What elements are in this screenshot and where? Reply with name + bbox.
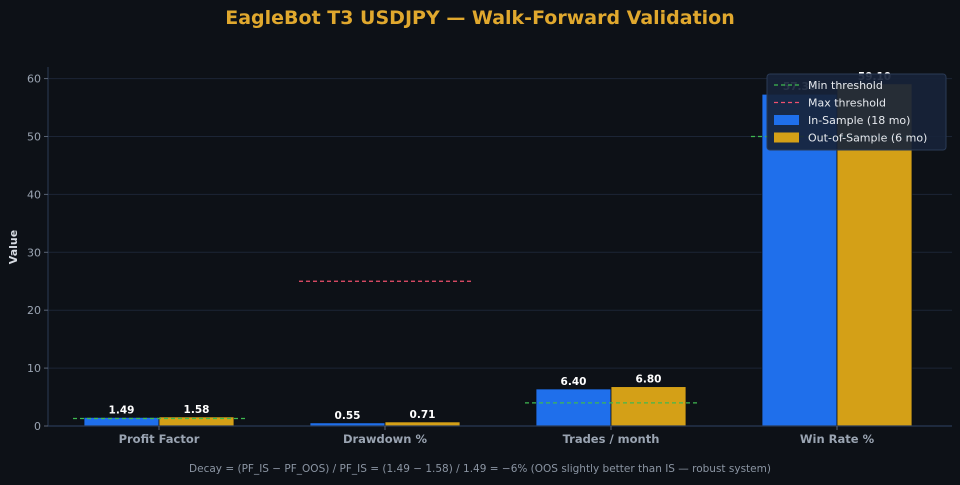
x-tick-label: Drawdown %: [343, 432, 428, 446]
y-tick-label: 0: [34, 420, 41, 433]
legend-in-sample-label: In-Sample (18 mo): [808, 114, 910, 127]
x-tick-label: Profit Factor: [119, 432, 200, 446]
y-tick-label: 30: [27, 246, 41, 259]
data-label: 6.40: [561, 376, 587, 388]
bar-out-of-sample: [384, 421, 461, 427]
y-tick-label: 10: [27, 362, 41, 375]
chart-title: EagleBot T3 USDJPY — Walk-Forward Valida…: [225, 7, 735, 29]
data-label: 6.80: [636, 374, 662, 386]
legend-max-threshold-label: Max threshold: [808, 97, 886, 110]
data-label: 1.58: [184, 404, 210, 416]
y-tick-label: 40: [27, 188, 41, 201]
x-axis: Profit Factor Drawdown % Trades / month Win…: [48, 425, 952, 446]
data-label: 0.55: [335, 410, 361, 422]
bar-in-sample: [535, 388, 612, 427]
data-label: 0.71: [410, 409, 436, 421]
decay-note: Decay = (PF_IS − PF_OOS) / PF_IS = (1.49…: [189, 463, 771, 475]
legend-box: [766, 73, 947, 151]
legend-out-of-sample-swatch: [774, 132, 799, 143]
data-label: 1.49: [109, 404, 135, 416]
y-axis-label: Value: [7, 230, 20, 264]
legend-in-sample-swatch: [774, 115, 799, 125]
x-tick-label: Win Rate %: [800, 432, 875, 446]
bar-out-of-sample: [610, 386, 687, 427]
x-tick-label: Trades / month: [563, 432, 660, 446]
legend: Min threshold Max threshold In-Sample (18 …: [766, 73, 947, 151]
y-axis: 0 10 20 30 40 50 60: [27, 67, 49, 433]
legend-min-threshold-label: Min threshold: [808, 79, 883, 92]
y-tick-label: 50: [27, 130, 41, 143]
y-tick-label: 60: [27, 73, 41, 86]
legend-out-of-sample-label: Out-of-Sample (6 mo): [808, 132, 927, 145]
y-tick-label: 20: [27, 304, 41, 317]
